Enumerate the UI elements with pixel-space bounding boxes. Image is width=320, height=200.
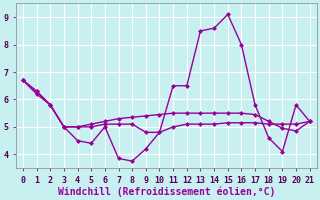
X-axis label: Windchill (Refroidissement éolien,°C): Windchill (Refroidissement éolien,°C) [58,186,275,197]
